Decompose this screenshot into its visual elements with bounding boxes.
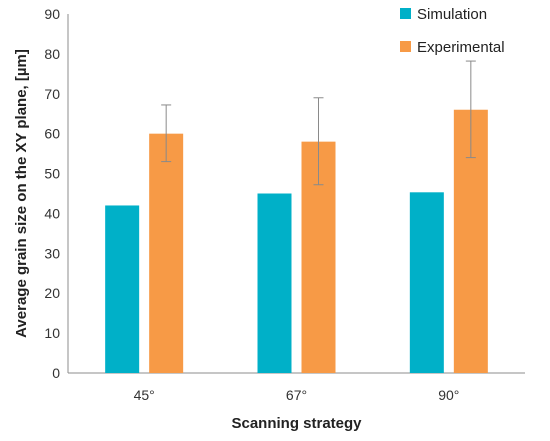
x-axis-title: Scanning strategy bbox=[231, 415, 362, 432]
y-tick-label: 30 bbox=[44, 245, 60, 261]
y-tick-label: 60 bbox=[44, 126, 60, 142]
legend: Simulation Experimental bbox=[400, 6, 505, 56]
x-tick-label: 90° bbox=[438, 387, 459, 403]
error-bar-0 bbox=[161, 104, 172, 163]
x-tick-label: 45° bbox=[134, 387, 155, 403]
bar-simulation-2 bbox=[409, 192, 444, 373]
x-tick-labels: 45° 67° 90° bbox=[134, 387, 460, 403]
axes-layer bbox=[67, 14, 525, 374]
bar-simulation-1 bbox=[257, 193, 292, 373]
legend-swatch-simulation bbox=[400, 8, 411, 19]
legend-label-simulation: Simulation bbox=[417, 6, 487, 23]
y-tick-label: 10 bbox=[44, 325, 60, 341]
error-bars-layer bbox=[161, 60, 476, 186]
error-bar-1 bbox=[313, 97, 324, 186]
y-tick-label: 50 bbox=[44, 166, 60, 182]
y-tick-label: 40 bbox=[44, 205, 60, 221]
bar-experimental-0 bbox=[149, 133, 184, 373]
y-axis-title: Average grain size on the XY plane, [µm] bbox=[13, 49, 30, 338]
y-tick-label: 90 bbox=[44, 6, 60, 22]
bar-simulation-0 bbox=[105, 205, 140, 373]
legend-label-experimental: Experimental bbox=[417, 39, 505, 56]
y-tick-label: 80 bbox=[44, 46, 60, 62]
bars-layer bbox=[105, 109, 488, 373]
y-tick-label: 0 bbox=[52, 365, 60, 381]
legend-swatch-experimental bbox=[400, 41, 411, 52]
y-tick-labels: 0 10 20 30 40 50 60 70 80 90 bbox=[44, 6, 60, 381]
error-bar-2 bbox=[465, 60, 476, 159]
y-tick-label: 20 bbox=[44, 285, 60, 301]
y-tick-label: 70 bbox=[44, 86, 60, 102]
x-tick-label: 67° bbox=[286, 387, 307, 403]
